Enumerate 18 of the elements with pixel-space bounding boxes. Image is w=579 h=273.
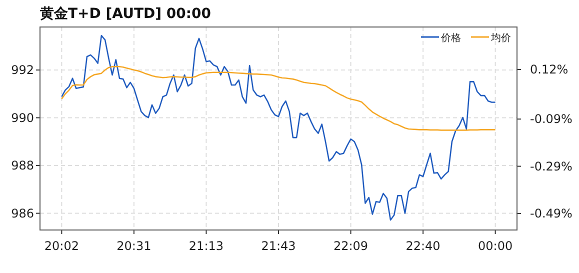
y-tick-label: 986 bbox=[11, 206, 34, 220]
y-tick-label: 988 bbox=[11, 158, 34, 173]
x-tick-label: 20:02 bbox=[44, 239, 79, 253]
chart-title: 黄金T+D [AUTD] 00:00 bbox=[39, 6, 212, 22]
y-tick-label: 990 bbox=[11, 110, 34, 125]
legend-label: 均价 bbox=[490, 32, 511, 44]
y2-tick-label: 0.12% bbox=[530, 62, 568, 76]
x-tick-label: 22:40 bbox=[406, 239, 440, 253]
x-tick-label: 00:00 bbox=[478, 239, 513, 253]
y2-tick-label: -0.09% bbox=[530, 112, 572, 126]
legend-label: 价格 bbox=[440, 32, 461, 44]
x-tick-label: 20:31 bbox=[116, 239, 152, 253]
y2-tick-label: -0.29% bbox=[530, 159, 572, 174]
y2-tick-label: -0.49% bbox=[530, 206, 572, 220]
y-tick-label: 992 bbox=[11, 62, 34, 77]
x-tick-label: 21:43 bbox=[261, 239, 296, 253]
x-tick-label: 21:13 bbox=[188, 239, 224, 253]
x-tick-label: 22:09 bbox=[333, 239, 368, 253]
